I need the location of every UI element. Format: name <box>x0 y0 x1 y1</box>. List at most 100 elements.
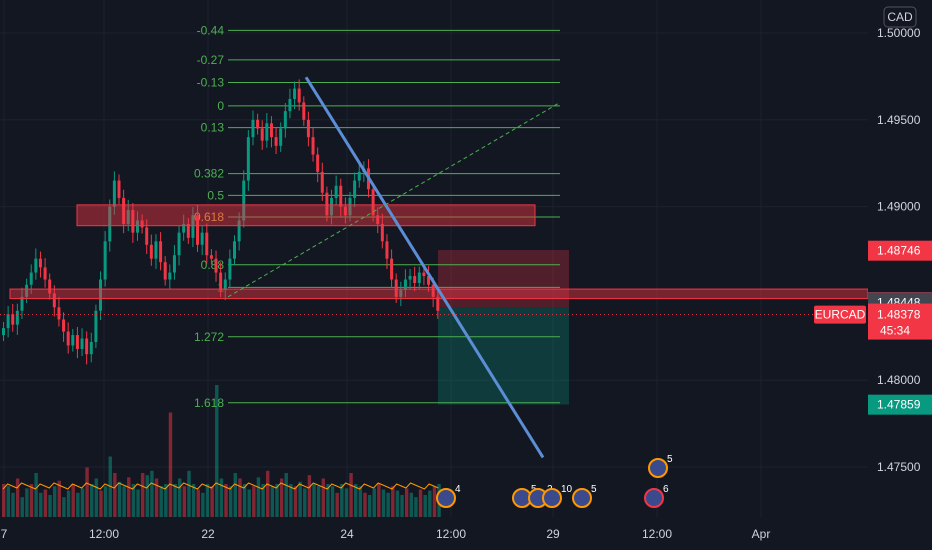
price-tag <box>868 240 932 261</box>
time-tick-label: 12:00 <box>89 527 119 541</box>
candle-body <box>149 244 153 259</box>
candle-body <box>38 258 42 268</box>
volume-bar <box>233 473 238 517</box>
trend-lines[interactable] <box>0 76 868 459</box>
candle-body <box>316 154 320 172</box>
candle-body <box>85 338 89 355</box>
event-badge[interactable]: 4 <box>436 484 461 508</box>
candle-body <box>320 171 324 193</box>
volume-bar <box>159 486 163 517</box>
volume-bars <box>2 385 441 517</box>
candle-body <box>205 232 209 256</box>
volume-bar <box>275 484 279 517</box>
volume-bar <box>367 495 372 517</box>
volume-bar <box>39 492 43 517</box>
volume-bar <box>99 490 103 517</box>
volume-bar <box>377 484 381 517</box>
volume-bar <box>122 486 126 517</box>
currency-badge[interactable]: CAD <box>883 6 917 28</box>
candle-body <box>168 272 172 280</box>
candle-body <box>422 272 426 277</box>
fib-level-label: -0.13 <box>197 75 225 89</box>
event-badge[interactable]: 6 <box>644 484 669 508</box>
candle-body <box>66 331 70 346</box>
symbol-tag-label: EURCAD <box>815 308 866 322</box>
eu-flag-icon <box>542 488 562 508</box>
candle-body <box>25 284 29 297</box>
volume-bar <box>20 497 24 517</box>
candle-body <box>48 279 52 294</box>
fib-level-label: 1.618 <box>194 396 224 410</box>
price-tag-label: 1.47859 <box>877 398 921 412</box>
candle-body <box>135 220 139 233</box>
volume-bar <box>6 486 11 517</box>
volume-bar <box>266 470 270 517</box>
volume-bar <box>66 490 71 517</box>
time-tick-label: 12:00 <box>642 527 672 541</box>
volume-bar <box>316 486 321 517</box>
event-badge-count: 10 <box>561 484 573 495</box>
price-tick-label: 1.49500 <box>877 113 921 127</box>
fib-level-label: 0.618 <box>194 210 224 224</box>
event-badges[interactable]: 45210556 <box>436 454 673 508</box>
price-axis[interactable]: CAD 1.50000 1.49500 1.49000 1.48000 1.47500 <box>868 0 932 550</box>
candle-body <box>191 215 195 238</box>
volume-bar <box>400 495 404 517</box>
candle-body <box>279 128 283 146</box>
volume-bar <box>219 478 224 517</box>
candle-body <box>283 111 287 129</box>
fib-level-label: 0 <box>217 99 224 113</box>
volume-bar <box>372 488 376 517</box>
fib-level-label: 1.272 <box>194 330 224 344</box>
volume-bar <box>178 478 182 517</box>
candle-body <box>353 180 357 198</box>
candle-body <box>62 319 66 332</box>
candle-body <box>71 335 75 346</box>
current-price-tag <box>868 303 932 340</box>
candle-body <box>154 241 158 259</box>
fib-trend-line[interactable] <box>227 102 561 298</box>
candle-body <box>103 241 107 280</box>
volume-bar <box>140 473 145 517</box>
candle-body <box>15 310 19 325</box>
volume-bar <box>428 490 432 517</box>
volume-bar <box>52 486 57 517</box>
volume-bar <box>145 475 150 517</box>
candle-body <box>246 137 250 181</box>
candle-body <box>436 296 440 311</box>
volume-bar <box>326 484 330 517</box>
price-tag <box>868 394 932 415</box>
volume-bar <box>391 486 395 517</box>
event-badge[interactable]: 10 <box>542 484 573 508</box>
candle-body <box>80 338 84 349</box>
candle-body <box>394 279 398 297</box>
candle-body <box>260 128 264 141</box>
candle-body <box>99 279 103 311</box>
candle-body <box>159 241 163 263</box>
candle-body <box>233 241 236 259</box>
stop-loss-box[interactable] <box>438 250 569 308</box>
volume-bar <box>414 497 418 517</box>
time-axis[interactable]: 7 12:00 22 24 12:00 29 12:00 Apr <box>0 517 868 550</box>
candle-body <box>177 232 181 256</box>
candle-body <box>228 258 232 280</box>
volume-bar <box>15 478 20 517</box>
event-badge[interactable]: 5 <box>572 484 597 508</box>
event-badge[interactable]: 5 <box>648 454 673 478</box>
downtrend-line[interactable] <box>304 76 545 459</box>
volume-bar <box>247 489 251 517</box>
volume-ma-line <box>2 482 439 490</box>
volume-bar <box>182 486 187 517</box>
volume-bar <box>80 488 85 517</box>
event-badge-count: 6 <box>663 484 669 495</box>
candle-body <box>274 137 278 146</box>
candle-body <box>126 210 130 224</box>
eu-flag-icon <box>436 488 456 508</box>
price-tick-label: 1.47500 <box>877 460 921 474</box>
upper-resistance-zone[interactable] <box>76 204 536 227</box>
volume-bar <box>224 484 228 517</box>
volume-bar <box>205 484 210 517</box>
candle-body <box>242 180 246 221</box>
